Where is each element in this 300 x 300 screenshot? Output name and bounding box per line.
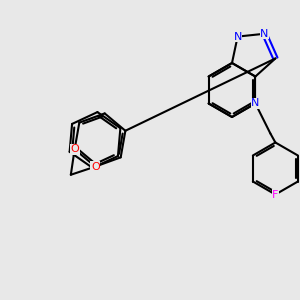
Text: N: N [233, 32, 242, 42]
Text: O: O [70, 144, 79, 154]
Text: F: F [272, 190, 279, 200]
Text: N: N [260, 29, 269, 39]
Text: N: N [251, 98, 260, 109]
Text: O: O [91, 162, 100, 172]
